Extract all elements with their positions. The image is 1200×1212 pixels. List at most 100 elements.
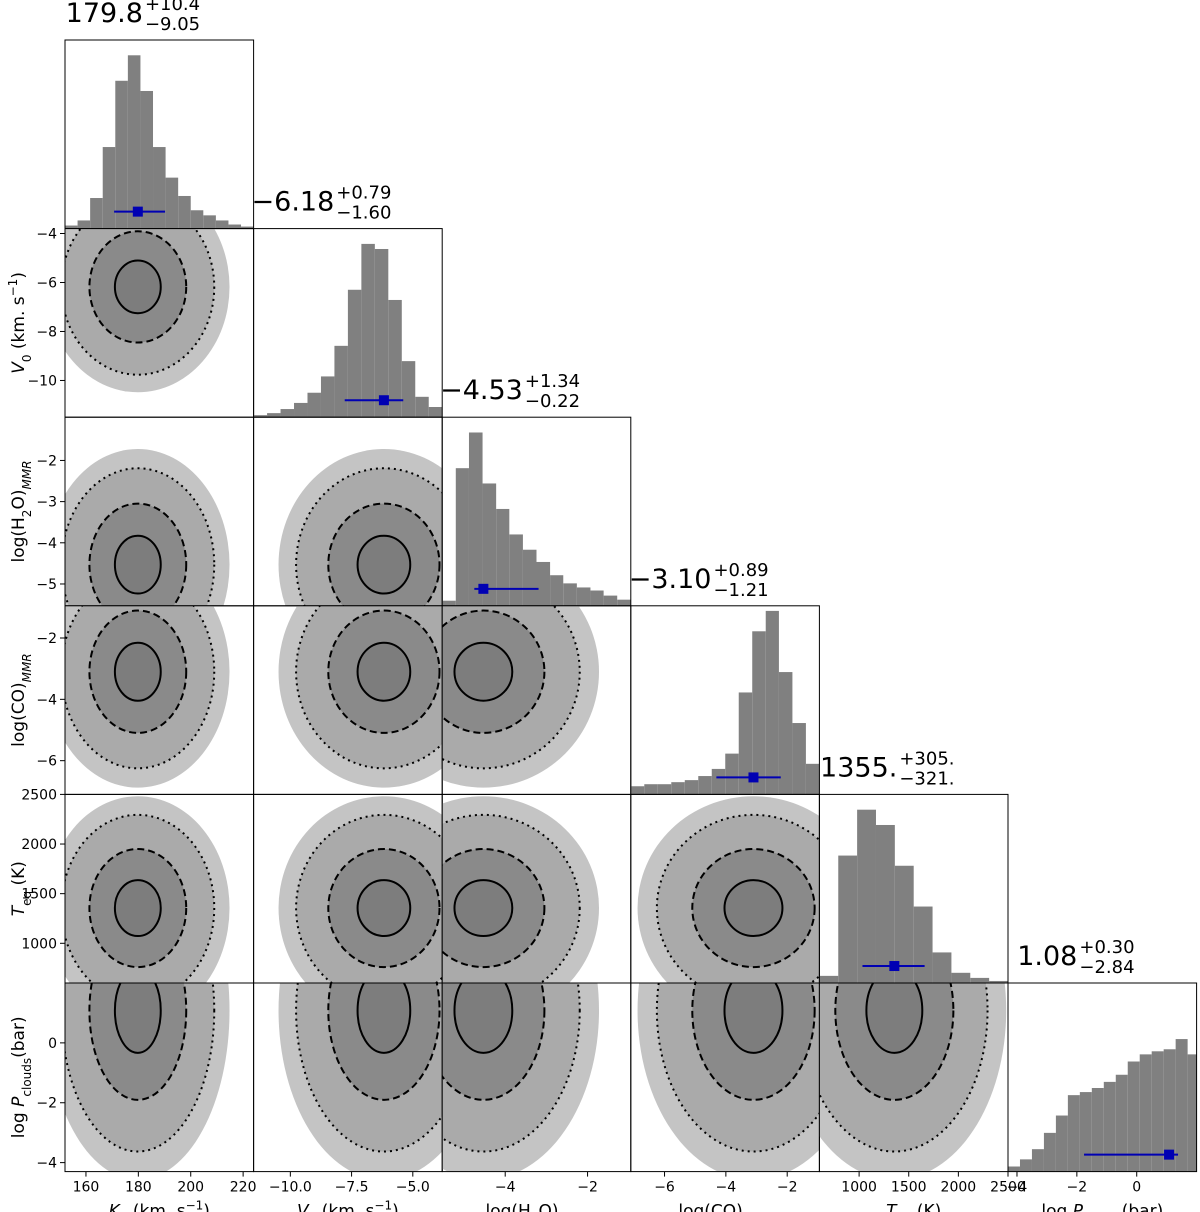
- x-tick-label: 2500: [990, 1180, 1026, 1196]
- y-tick-label: −8: [36, 324, 57, 340]
- hist-bar: [738, 692, 753, 795]
- panel: [65, 796, 230, 984]
- y-tick-label: −10: [27, 373, 57, 389]
- title-minus: −1.60: [336, 203, 391, 224]
- hist-bar: [482, 483, 497, 606]
- hist-bar: [752, 631, 766, 795]
- hist-bar: [1043, 1132, 1056, 1172]
- hist-bar: [442, 600, 456, 606]
- contour-1sigma: [113, 259, 162, 315]
- hist-bar: [1031, 1149, 1044, 1172]
- y-axis-label: V0 (km. s−1): [6, 272, 34, 374]
- median-marker: [378, 395, 389, 406]
- title-plus: +0.89: [713, 560, 768, 581]
- label-part: log(CO): [678, 1202, 742, 1212]
- hist-bar: [913, 906, 933, 983]
- hist-bar: [1127, 1061, 1140, 1172]
- hist-bar: [1103, 1081, 1116, 1172]
- hist-bar: [455, 468, 469, 606]
- contour-1sigma: [113, 641, 162, 702]
- label-part: V: [9, 361, 29, 374]
- hist-bar: [388, 299, 402, 418]
- x-tick-label: −4: [1007, 1180, 1028, 1196]
- label-part: (km. s: [9, 296, 29, 354]
- contour-1sigma: [356, 534, 412, 595]
- hist-bar: [603, 595, 618, 606]
- x-axis-label: log(H2O)MMR: [485, 1202, 587, 1212]
- median-marker: [748, 772, 759, 783]
- contour-1sigma: [865, 983, 924, 1054]
- panel-title: −6.18: [252, 187, 335, 218]
- hist-bar: [165, 177, 179, 229]
- hist-bar: [765, 610, 779, 795]
- hist-bar: [989, 980, 1008, 983]
- hist-bar: [228, 224, 242, 229]
- label-part: eq: [20, 891, 34, 906]
- title-plus: +0.79: [336, 183, 391, 204]
- contour-1sigma: [356, 641, 412, 702]
- y-axis-label: log(CO)MMR: [9, 653, 34, 746]
- y-tick-label: −4: [36, 1156, 57, 1172]
- hist-bar: [1175, 1039, 1188, 1172]
- y-axis-label: log(H2O)MMR: [9, 460, 34, 562]
- contour-1sigma: [453, 879, 514, 938]
- hist-bar: [1163, 1049, 1176, 1172]
- median-marker: [1164, 1149, 1175, 1160]
- hist-bar: [428, 407, 443, 418]
- label-part: log(H: [485, 1202, 530, 1212]
- hist-bar: [102, 147, 116, 229]
- y-tick-label: −2: [36, 631, 57, 647]
- label-part: T: [9, 904, 29, 916]
- hist-bar: [1139, 1054, 1152, 1172]
- x-tick-label: 180: [125, 1180, 152, 1196]
- x-tick-label: −7.5: [335, 1180, 369, 1196]
- panel: [637, 983, 820, 1172]
- contour-1sigma: [356, 879, 412, 938]
- hist-bar: [576, 587, 591, 606]
- label-part: ): [392, 1202, 399, 1212]
- panel: [819, 983, 1007, 1172]
- y-tick-label: 1000: [21, 936, 57, 952]
- contour-1sigma: [113, 983, 162, 1054]
- hist-bar: [819, 975, 839, 983]
- median-marker: [478, 583, 489, 594]
- hist-bar: [215, 220, 229, 229]
- x-tick-label: −4: [495, 1180, 516, 1196]
- label-part: O): [9, 490, 29, 510]
- y-tick-label: −3: [36, 495, 57, 511]
- panel-title: 1.08: [1017, 941, 1077, 972]
- hist-bar: [932, 952, 952, 983]
- y-tick-label: 0: [48, 1036, 57, 1052]
- panel: [442, 983, 599, 1172]
- panel: [637, 796, 820, 984]
- hist-bar: [415, 396, 429, 418]
- title-minus: −9.05: [145, 14, 200, 35]
- y-tick-label: −5: [36, 577, 57, 593]
- contour-1sigma: [723, 983, 784, 1054]
- hist-bar: [178, 195, 191, 229]
- hist-bar: [241, 226, 254, 229]
- hist-bar: [550, 575, 564, 606]
- x-axis-label: log Pclouds(bar): [1041, 1202, 1163, 1212]
- contour-1sigma: [723, 879, 784, 938]
- hist-bar: [90, 198, 103, 229]
- panel: [1008, 1039, 1197, 1172]
- hist-bar: [153, 147, 166, 229]
- label-part: log: [1041, 1202, 1072, 1212]
- label-part: (bar): [1122, 1202, 1163, 1212]
- y-tick-label: −6: [36, 275, 57, 291]
- hist-bar: [970, 977, 990, 983]
- x-tick-label: −2: [577, 1180, 598, 1196]
- label-part: MMR: [20, 653, 34, 682]
- contour-1sigma: [453, 641, 514, 702]
- panel-title: −3.10: [629, 564, 712, 595]
- x-tick-label: −4: [716, 1180, 737, 1196]
- hist-bar: [1115, 1074, 1128, 1172]
- panel-title: 1355.: [820, 752, 897, 783]
- hist-bar: [522, 549, 537, 606]
- x-axis-label: log(CO)MMR: [678, 1202, 771, 1212]
- hist-bar: [509, 534, 523, 606]
- hist-bar: [857, 809, 876, 983]
- hist-bar: [1091, 1088, 1104, 1172]
